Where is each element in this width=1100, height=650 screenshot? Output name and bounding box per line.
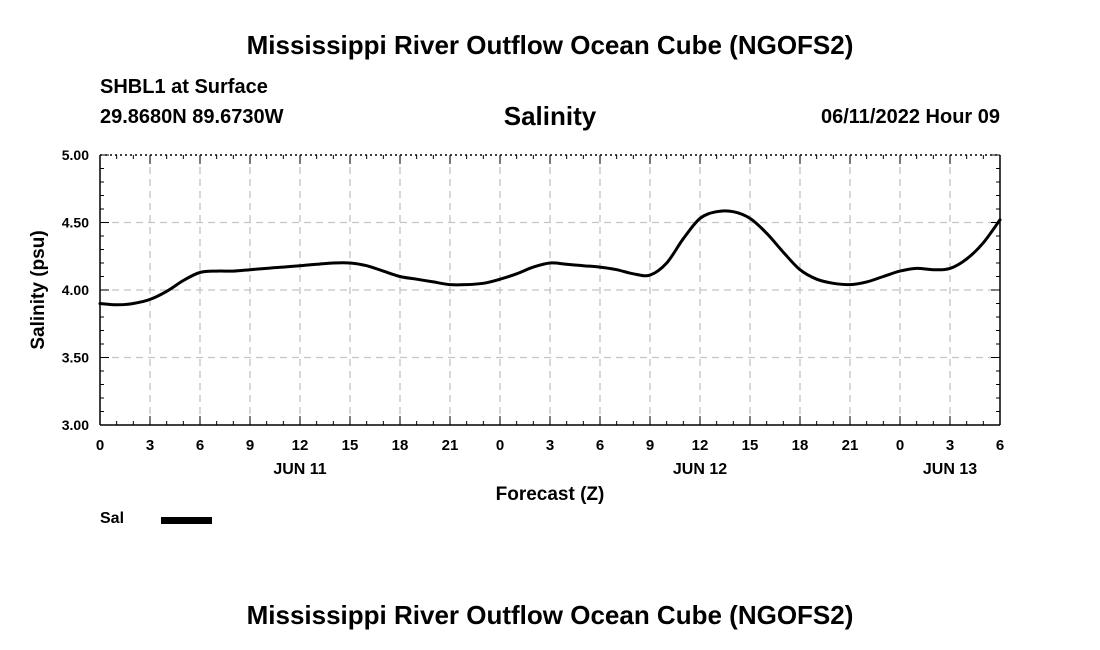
x-date-label: JUN 11 xyxy=(273,461,326,478)
station-coordinates: 29.8680N 89.6730W xyxy=(100,106,284,128)
x-tick-label: 15 xyxy=(342,437,359,454)
x-tick-label: 0 xyxy=(896,437,904,454)
x-tick-label: 0 xyxy=(96,437,104,454)
x-tick-label: 9 xyxy=(246,437,254,454)
chart-main-title: Mississippi River Outflow Ocean Cube (NG… xyxy=(246,30,854,60)
x-tick-label: 18 xyxy=(392,437,409,454)
salinity-line-chart: 0 3 6 9 12 15 18 21 0 3 6 9 12 15 18 21 0 3 6 JUN 11 JUN 12 J… xyxy=(28,147,1004,505)
x-date-label: JUN 12 xyxy=(673,461,727,478)
x-tick-label: 3 xyxy=(146,437,154,454)
legend-label: Sal xyxy=(100,510,125,527)
x-tick-label: 0 xyxy=(496,437,504,454)
series-line-sal xyxy=(98,209,1002,307)
x-tick-label: 3 xyxy=(946,437,954,454)
x-tick-label: 9 xyxy=(646,437,654,454)
x-axis-title: Forecast (Z) xyxy=(496,484,605,505)
x-tick-label: 12 xyxy=(292,437,309,454)
footer-main-title: Mississippi River Outflow Ocean Cube (NG… xyxy=(246,600,854,630)
y-tick-label: 4.00 xyxy=(62,282,89,298)
x-date-label: JUN 13 xyxy=(923,461,977,478)
y-tick-label: 4.50 xyxy=(62,215,89,231)
x-tick-label: 6 xyxy=(996,437,1004,454)
y-tick-label: 3.50 xyxy=(62,350,89,366)
forecast-datetime: 06/11/2022 Hour 09 xyxy=(820,106,1000,128)
grid-layer xyxy=(100,155,1000,425)
series-layer xyxy=(98,209,1002,307)
y-tick-label: 5.00 xyxy=(62,147,89,163)
axis-labels: 0 3 6 9 12 15 18 21 0 3 6 9 12 15 18 21 0 3 6 JUN 11 JUN 12 J… xyxy=(62,147,1004,478)
x-tick-label: 6 xyxy=(196,437,204,454)
x-tick-label: 18 xyxy=(792,437,809,454)
x-tick-label: 6 xyxy=(596,437,604,454)
x-tick-label: 12 xyxy=(692,437,709,454)
variable-title: Salinity xyxy=(503,101,597,131)
x-tick-label: 21 xyxy=(842,437,859,454)
y-tick-label: 3.00 xyxy=(62,417,89,433)
x-tick-label: 15 xyxy=(742,437,759,454)
y-axis-title: Salinity (psu) xyxy=(28,230,49,349)
x-tick-label: 3 xyxy=(546,437,554,454)
legend-line-swatch xyxy=(161,517,212,524)
x-tick-label: 21 xyxy=(442,437,459,454)
station-label: SHBL1 at Surface xyxy=(100,76,268,98)
